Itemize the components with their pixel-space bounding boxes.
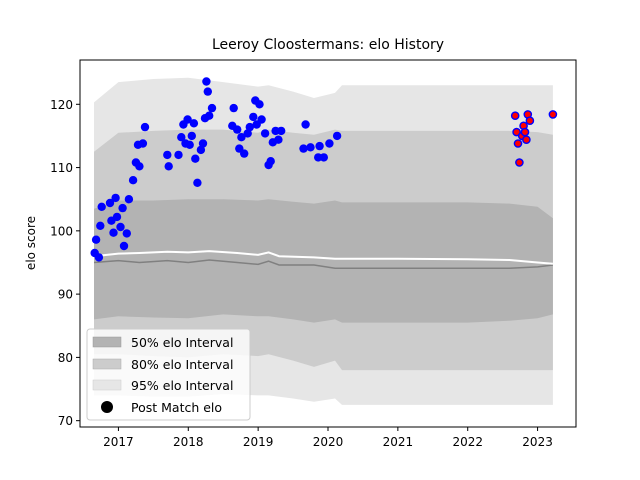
- data-point: [109, 228, 118, 237]
- y-tick-label: 70: [58, 414, 73, 428]
- legend-swatch-80: [92, 358, 122, 370]
- x-tick-label: 2020: [313, 435, 344, 449]
- data-point: [135, 162, 144, 171]
- data-point: [233, 125, 242, 134]
- data-point: [111, 193, 120, 203]
- data-point: [245, 122, 254, 132]
- x-tick-label: 2021: [383, 435, 414, 449]
- data-point: [97, 202, 106, 211]
- data-point: [260, 129, 270, 138]
- plot-area: [90, 77, 558, 405]
- legend-swatch-95: [92, 379, 122, 391]
- data-point: [277, 126, 286, 136]
- legend: 50% elo Interval 80% elo Interval 95% el…: [86, 328, 251, 421]
- data-point: [249, 112, 258, 122]
- x-tick-label: 2017: [103, 435, 134, 449]
- data-point: [191, 154, 200, 163]
- legend-label-95: 95% elo Interval: [131, 378, 233, 393]
- y-tick-label: 110: [50, 161, 73, 175]
- legend-frame: [86, 328, 251, 421]
- data-point: [203, 87, 212, 96]
- data-point: [332, 131, 342, 141]
- data-point: [112, 212, 122, 222]
- data-point: [119, 241, 129, 251]
- x-tick-label: 2023: [522, 435, 553, 449]
- data-point: [187, 131, 196, 141]
- data-point: [207, 103, 217, 113]
- data-point: [91, 235, 101, 244]
- band-50: [94, 199, 553, 323]
- legend-swatch-50: [92, 336, 122, 348]
- data-point: [164, 162, 173, 171]
- legend-label-50: 50% elo Interval: [131, 335, 233, 350]
- data-point: [315, 141, 324, 151]
- data-point-recent: [520, 127, 530, 137]
- chart-title: Leeroy Cloostermans: elo History: [212, 37, 444, 53]
- y-tick-label: 80: [58, 351, 73, 365]
- data-point: [122, 229, 131, 238]
- y-tick-label: 120: [50, 98, 73, 112]
- mean-line: [93, 250, 553, 265]
- legend-label-points: Post Match elo: [131, 400, 222, 415]
- data-point: [319, 153, 328, 162]
- data-point-recent: [525, 116, 535, 125]
- x-tick-label: 2018: [173, 435, 204, 449]
- data-point-recent: [513, 139, 523, 148]
- legend-label-80: 80% elo Interval: [131, 357, 233, 372]
- data-point: [163, 150, 172, 160]
- data-point-recent: [548, 110, 558, 119]
- data-point: [257, 115, 266, 124]
- data-point: [193, 178, 202, 187]
- y-tick-label: 90: [58, 288, 73, 302]
- data-point: [128, 176, 138, 185]
- data-point: [325, 139, 334, 148]
- data-point: [96, 221, 105, 230]
- data-point: [105, 198, 115, 208]
- legend-marker-points: [101, 401, 113, 413]
- data-point: [299, 144, 308, 153]
- data-point-recent: [510, 111, 520, 120]
- data-point: [266, 157, 275, 166]
- data-point: [198, 139, 208, 148]
- data-point-recent: [522, 135, 531, 144]
- y-axis-label: elo score: [24, 216, 38, 270]
- data-point: [174, 150, 183, 160]
- data-point: [177, 133, 186, 142]
- data-point: [240, 149, 249, 158]
- data-point: [306, 143, 315, 152]
- data-point: [140, 122, 150, 132]
- data-point: [185, 140, 194, 149]
- data-point: [138, 139, 148, 148]
- y-tick-label: 100: [50, 224, 73, 238]
- data-point: [202, 77, 211, 86]
- data-point: [118, 203, 127, 213]
- median-line: [93, 259, 553, 269]
- data-point: [183, 115, 192, 124]
- data-point: [124, 195, 134, 204]
- data-point: [205, 111, 214, 120]
- data-point: [274, 135, 283, 144]
- data-point: [237, 133, 246, 142]
- data-point: [94, 253, 104, 262]
- data-point: [229, 103, 238, 113]
- data-point-recent: [515, 158, 524, 167]
- data-point: [189, 119, 199, 128]
- x-tick-label: 2019: [243, 435, 274, 449]
- data-point: [255, 100, 264, 109]
- axes: 2017 2018 2019 2020 2021 2022 2023 70 80 90 100 110…: [50, 59, 577, 449]
- x-tick-label: 2022: [452, 435, 483, 449]
- data-point: [196, 145, 206, 155]
- data-point: [116, 222, 125, 232]
- data-point: [301, 120, 310, 129]
